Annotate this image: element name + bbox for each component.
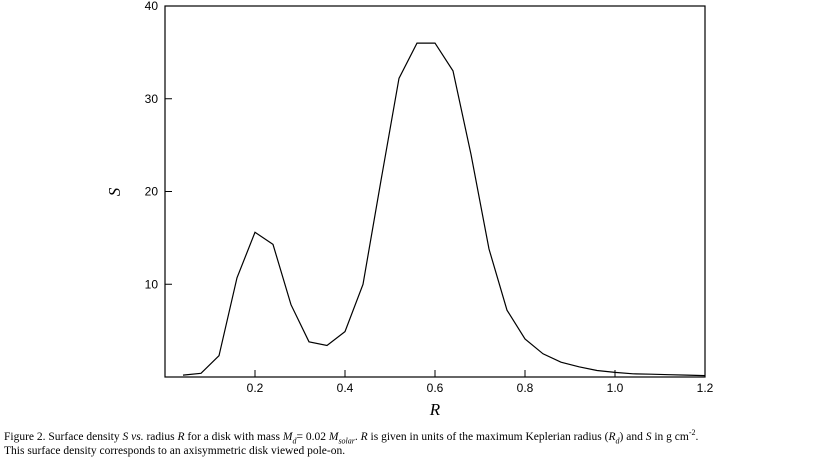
caption-text: . — [354, 431, 361, 443]
y-tick-label: 20 — [145, 185, 159, 199]
caption-exponent: -2 — [688, 428, 696, 438]
y-tick-label: 10 — [145, 277, 159, 291]
surface-density-chart: 0.2 0.4 0.6 0.8 1.0 1.2 10 20 30 40 R S — [105, 0, 714, 419]
caption-symbol-m: M — [328, 431, 339, 443]
surface-density-curve — [182, 42, 706, 377]
caption-text: . — [695, 431, 699, 443]
caption-text: ) and — [619, 431, 646, 443]
caption-text: radius — [143, 431, 178, 443]
x-tick-label: 0.4 — [337, 381, 354, 395]
x-tick-label: 0.8 — [517, 381, 534, 395]
x-axis-ticks: 0.2 0.4 0.6 0.8 1.0 1.2 — [247, 370, 714, 395]
caption-symbol-r: R — [360, 431, 368, 443]
caption-symbol-s: S — [122, 431, 129, 443]
caption-text: is given in units of the maximum Kepleri… — [367, 431, 609, 443]
plot-frame — [164, 5, 706, 378]
caption-line-2: This surface density corresponds to an a… — [4, 445, 346, 457]
caption-subscript-solar: solar — [338, 436, 355, 446]
y-axis-ticks: 10 20 30 40 — [145, 0, 172, 291]
y-axis-title: S — [105, 187, 124, 196]
caption-symbol-r: R — [608, 431, 616, 443]
caption-subscript-d: d — [292, 436, 297, 446]
x-tick-label: 0.6 — [427, 381, 444, 395]
x-tick-label: 1.2 — [697, 381, 714, 395]
caption-vs: vs. — [131, 431, 144, 443]
x-axis-title: R — [429, 400, 441, 419]
caption-subscript-d: d — [615, 436, 620, 446]
caption-text: for a disk with mass — [184, 431, 283, 443]
x-tick-label: 1.0 — [607, 381, 624, 395]
caption-symbol-s: S — [645, 431, 652, 443]
caption-symbol-r: R — [177, 431, 185, 443]
figure-caption: Figure 2. Surface density S vs. radius R… — [4, 428, 816, 458]
caption-figure-label: Figure 2. — [4, 431, 46, 443]
caption-text: = 0.02 — [296, 431, 329, 443]
x-tick-label: 0.2 — [247, 381, 264, 395]
caption-symbol-m: M — [282, 431, 293, 443]
y-tick-label: 30 — [145, 92, 159, 106]
caption-text: in g cm — [651, 431, 689, 443]
caption-text: Surface density — [45, 431, 123, 443]
y-tick-label: 40 — [145, 0, 159, 13]
